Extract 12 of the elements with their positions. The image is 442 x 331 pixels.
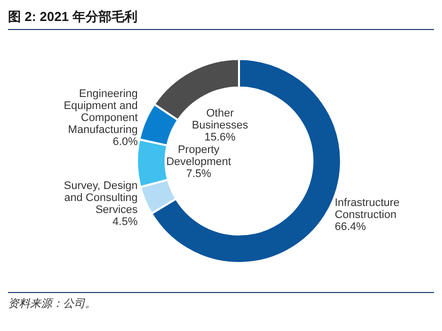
slice-label: Property Development	[166, 144, 232, 168]
data-label: 4.5%	[112, 216, 138, 228]
data-label: 7.5%	[186, 168, 212, 180]
text: 资料来源：公司。	[8, 292, 434, 311]
data-label: 6.0%	[112, 136, 138, 148]
slice-label: Survey, Design and Consulting Services	[64, 180, 138, 216]
slice-label: Engineering Equipment and Component Manufacturing	[64, 88, 138, 136]
data-label: 66.4%	[334, 221, 366, 234]
slice-label: Infrastructure Construction	[334, 197, 400, 222]
chart-title: 图 2: 2021 年分部毛利	[8, 8, 434, 30]
slice-label: Other Businesses	[192, 107, 249, 132]
data-label: 15.6%	[204, 131, 236, 144]
